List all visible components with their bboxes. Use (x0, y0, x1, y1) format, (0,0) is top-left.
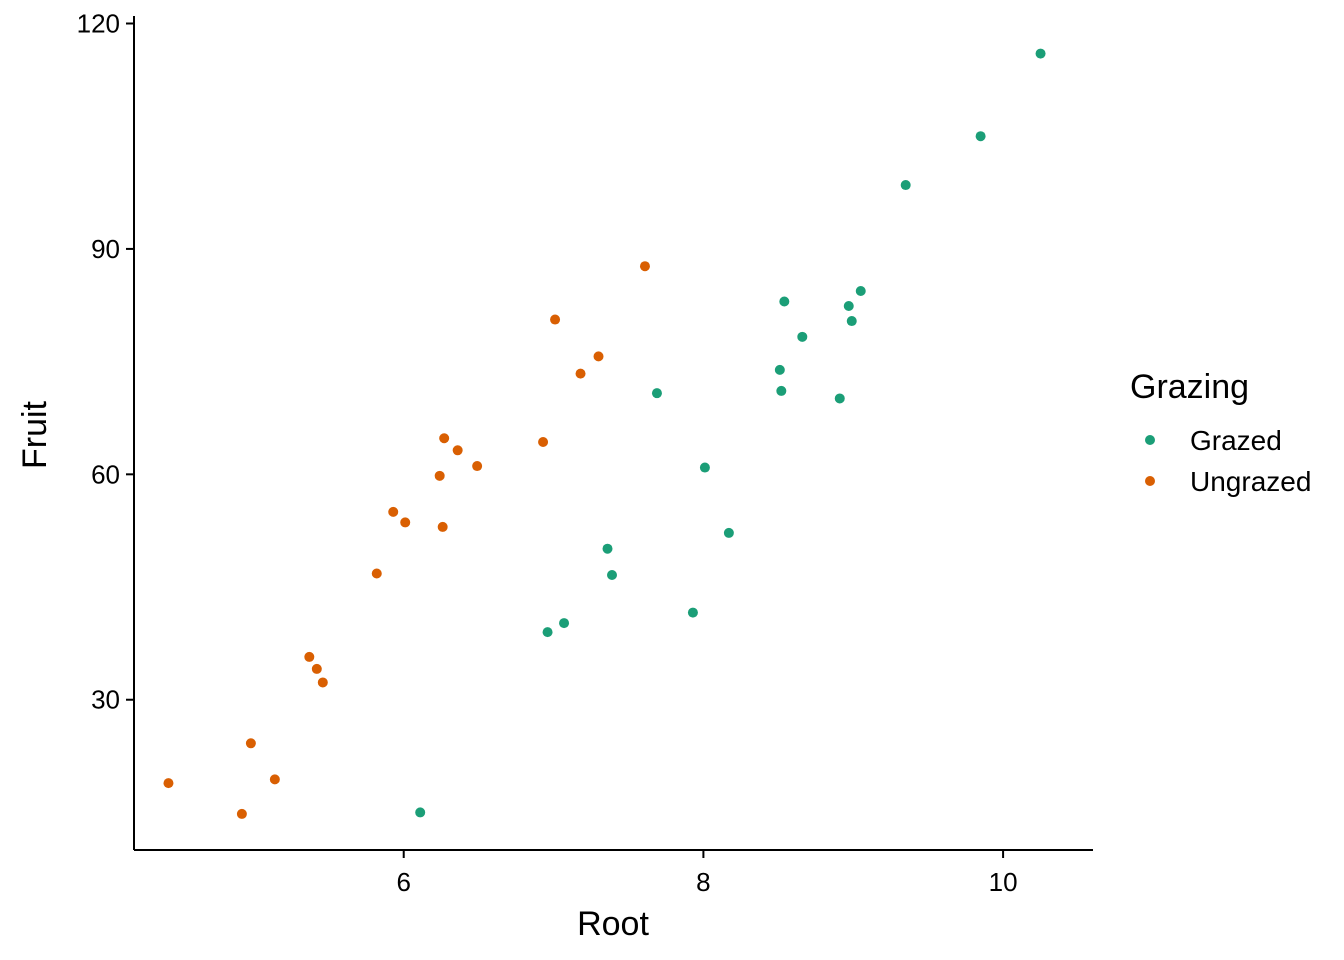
legend: Grazing Grazed Ungrazed (1130, 368, 1311, 497)
data-point-grazed (607, 570, 618, 581)
data-point-ungrazed (639, 261, 650, 272)
data-point-ungrazed (317, 677, 328, 688)
y-axis-title: Fruit (16, 400, 54, 469)
x-axis-title: Root (577, 905, 649, 943)
series-grazed (415, 48, 1046, 818)
data-point-grazed (699, 462, 710, 473)
data-point-ungrazed (371, 568, 382, 579)
data-point-grazed (559, 618, 570, 629)
data-point-grazed (900, 180, 911, 191)
data-point-grazed (975, 131, 986, 142)
data-point-grazed (602, 543, 613, 554)
data-point-ungrazed (575, 368, 586, 379)
data-point-ungrazed (472, 461, 483, 472)
data-point-grazed (779, 296, 790, 307)
data-point-grazed (846, 316, 857, 327)
data-point-grazed (651, 388, 662, 399)
data-point-ungrazed (400, 517, 411, 528)
data-point-ungrazed (269, 774, 280, 785)
data-point-ungrazed (163, 778, 174, 789)
data-point-grazed (834, 393, 845, 404)
y-tick-label: 90 (91, 234, 120, 264)
y-tick-label: 60 (91, 459, 120, 489)
data-point-grazed (776, 385, 787, 396)
data-point-grazed (415, 807, 426, 818)
data-point-grazed (774, 364, 785, 375)
data-point-ungrazed (439, 433, 450, 444)
legend-title: Grazing (1130, 368, 1249, 406)
data-point-grazed (797, 331, 808, 342)
data-point-ungrazed (550, 314, 561, 325)
data-point-grazed (843, 301, 854, 312)
data-point-ungrazed (538, 437, 549, 448)
data-point-ungrazed (236, 808, 247, 819)
x-tick-label: 10 (989, 867, 1018, 897)
data-point-ungrazed (452, 445, 463, 456)
x-tick-label: 8 (696, 867, 710, 897)
y-tick-label: 120 (77, 9, 120, 39)
data-point-grazed (855, 285, 866, 296)
x-tick-label: 6 (396, 867, 410, 897)
legend-label-grazed: Grazed (1190, 425, 1282, 456)
data-point-grazed (1035, 48, 1046, 59)
data-points (163, 48, 1046, 819)
data-point-grazed (542, 627, 553, 638)
data-point-ungrazed (434, 470, 445, 481)
legend-key-grazed (1145, 435, 1155, 445)
legend-label-ungrazed: Ungrazed (1190, 466, 1311, 497)
legend-key-ungrazed (1145, 476, 1155, 486)
y-tick-label: 30 (91, 685, 120, 715)
data-point-ungrazed (311, 663, 322, 674)
series-ungrazed (163, 261, 650, 819)
data-point-grazed (723, 527, 734, 538)
data-point-ungrazed (304, 651, 315, 662)
data-point-ungrazed (593, 351, 604, 362)
axes: 6 8 10 30 60 90 120 (77, 9, 1093, 897)
data-point-ungrazed (245, 738, 256, 749)
data-point-grazed (687, 607, 698, 618)
data-point-ungrazed (437, 521, 448, 532)
data-point-ungrazed (388, 506, 399, 517)
